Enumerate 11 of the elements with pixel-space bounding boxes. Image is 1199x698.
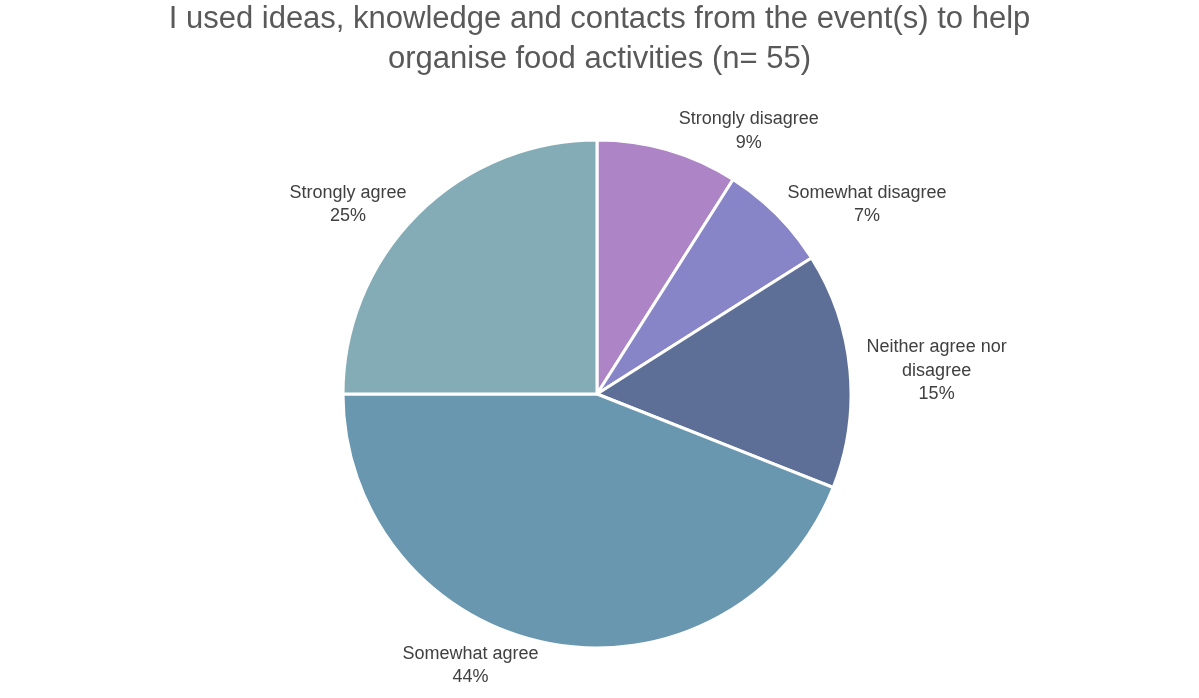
- data-label: 9%: [735, 131, 762, 152]
- slice-label: Strongly agree: [289, 181, 407, 202]
- data-label: 7%: [853, 205, 881, 226]
- slice-label: Strongly disagree: [678, 108, 819, 129]
- slice-label: Neither agree nor disagree: [866, 336, 1007, 380]
- data-label: 15%: [918, 383, 955, 404]
- data-label: 44%: [452, 666, 489, 687]
- slice-label: Somewhat agree: [402, 642, 539, 663]
- chart-title: I used ideas, knowledge and contacts from the event(s) to help organise food activities (n= 55): [168, 0, 1031, 76]
- data-label: 25%: [329, 205, 367, 226]
- slice-label: Somewhat disagree: [787, 181, 947, 202]
